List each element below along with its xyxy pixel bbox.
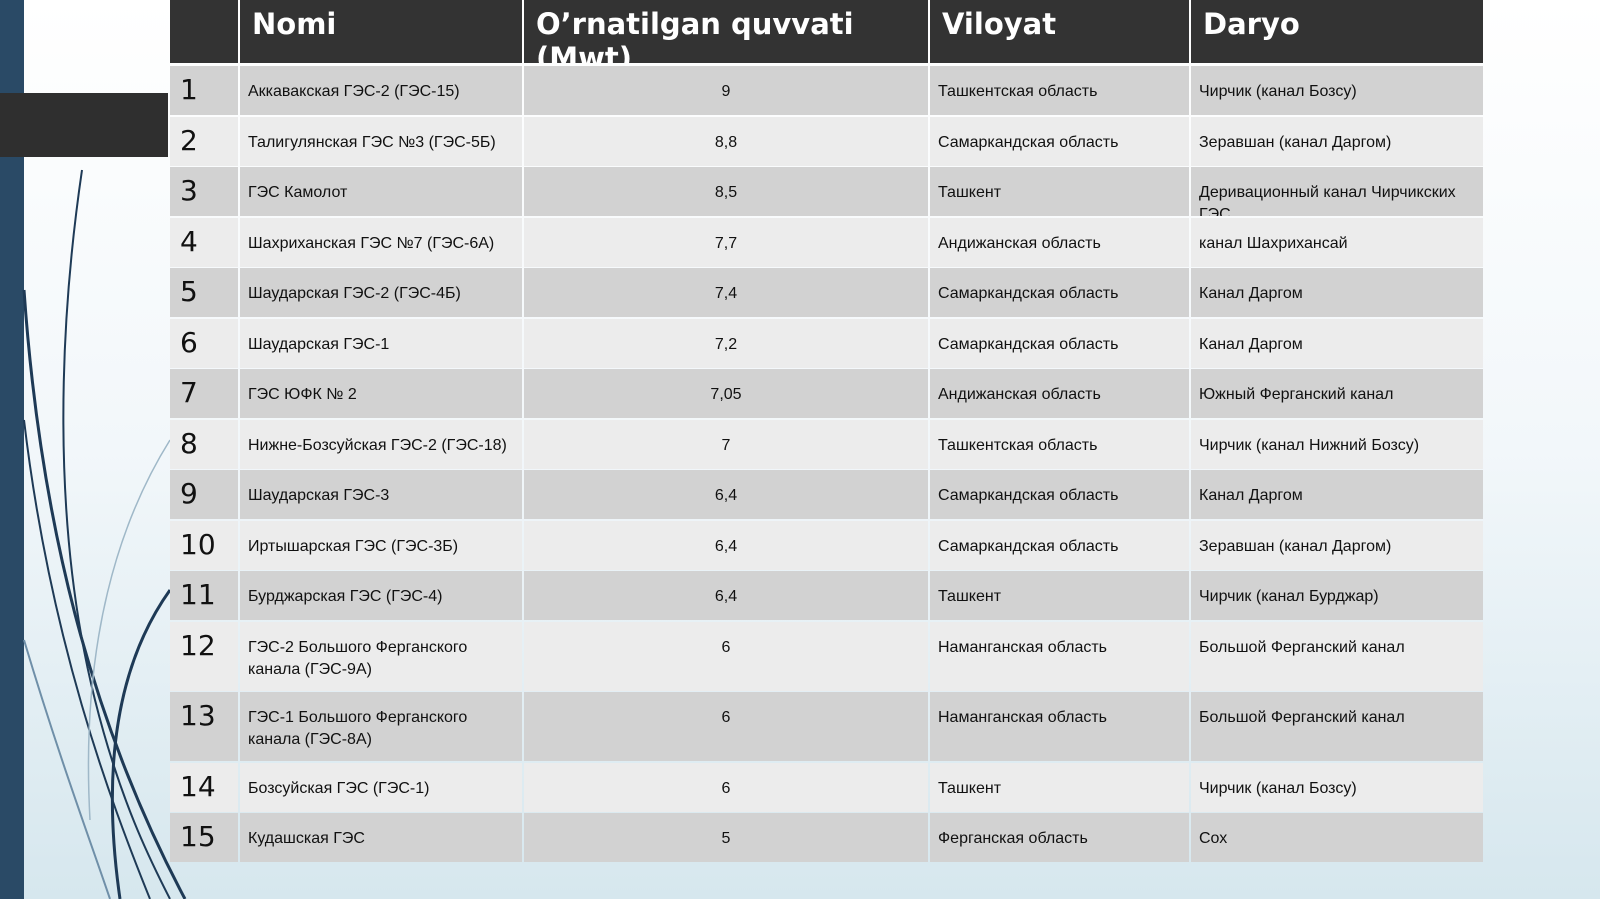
table-cell: 7 — [524, 419, 928, 469]
table-cell: Талигулянская ГЭС №3 (ГЭС-5Б) — [240, 116, 522, 166]
table-cell: 3 — [170, 167, 238, 216]
table-cell: Зеравшан (канал Даргом) — [1191, 520, 1483, 570]
table-cell: Бозсуйская ГЭС (ГЭС-1) — [240, 762, 522, 812]
table-cell: канал Шахрихансай — [1191, 217, 1483, 267]
header-cell: Nomi — [240, 0, 522, 63]
header-cell — [170, 0, 238, 63]
table-cell: Чирчик (канал Бозсу) — [1191, 762, 1483, 812]
table-cell: Андижанская область — [930, 369, 1189, 418]
table-cell: 6,4 — [524, 520, 928, 570]
table-cell: 15 — [170, 813, 238, 862]
accent-block — [0, 93, 168, 157]
table-cell: Шаударская ГЭС-1 — [240, 318, 522, 368]
table-cell: 7 — [170, 369, 238, 418]
table-cell: Ташкент — [930, 571, 1189, 620]
table-cell: 11 — [170, 571, 238, 620]
table-cell: Зеравшан (канал Даргом) — [1191, 116, 1483, 166]
table-cell: Ташкентская область — [930, 419, 1189, 469]
table-cell: 6 — [524, 692, 928, 761]
table-cell: Наманганская область — [930, 692, 1189, 761]
table-cell: Ташкент — [930, 167, 1189, 216]
table-cell: Сох — [1191, 813, 1483, 862]
header-cell: Daryo — [1191, 0, 1483, 63]
header-cell: O’rnatilgan quvvati (Mwt) — [524, 0, 928, 63]
table-cell: Канал Даргом — [1191, 318, 1483, 368]
table-cell: Самаркандская область — [930, 116, 1189, 166]
table-cell: ГЭС-2 Большого Ферганского канала (ГЭС-9… — [240, 621, 522, 691]
table-cell: Ферганская область — [930, 813, 1189, 862]
table-cell: Канал Даргом — [1191, 268, 1483, 317]
table-cell: Большой Ферганский канал — [1191, 621, 1483, 691]
table-cell: 2 — [170, 116, 238, 166]
table-cell: ГЭС Камолот — [240, 167, 522, 216]
table-cell: Южный Ферганский канал — [1191, 369, 1483, 418]
table-cell: 1 — [170, 66, 238, 115]
table-cell: 7,4 — [524, 268, 928, 317]
table-cell: Ташкент — [930, 762, 1189, 812]
table-cell: 6 — [170, 318, 238, 368]
table-cell: 8,5 — [524, 167, 928, 216]
table-cell: Иртышарская ГЭС (ГЭС-3Б) — [240, 520, 522, 570]
table-cell: 8 — [170, 419, 238, 469]
table-cell: Шаударская ГЭС-3 — [240, 470, 522, 519]
table-cell: 8,8 — [524, 116, 928, 166]
table-cell: Нижне-Бозсуйская ГЭС-2 (ГЭС-18) — [240, 419, 522, 469]
table-cell: Деривационный канал Чирчикских ГЭС — [1191, 167, 1483, 216]
table-cell: Аккавакская ГЭС-2 (ГЭС-15) — [240, 66, 522, 115]
table-cell: 7,2 — [524, 318, 928, 368]
table-cell: ГЭС-1 Большого Ферганского канала (ГЭС-8… — [240, 692, 522, 761]
table-cell: Самаркандская область — [930, 470, 1189, 519]
table-cell: Бурджарская ГЭС (ГЭС-4) — [240, 571, 522, 620]
table-cell: Шахриханская ГЭС №7 (ГЭС-6А) — [240, 217, 522, 267]
table-cell: 13 — [170, 692, 238, 761]
table-cell: Кудашская ГЭС — [240, 813, 522, 862]
table-cell: Андижанская область — [930, 217, 1189, 267]
table-cell: Чирчик (канал Бозсу) — [1191, 66, 1483, 115]
table-cell: Шаударская ГЭС-2 (ГЭС-4Б) — [240, 268, 522, 317]
table-cell: 9 — [170, 470, 238, 519]
table-cell: Наманганская область — [930, 621, 1189, 691]
table-cell: 9 — [524, 66, 928, 115]
table-cell: Чирчик (канал Бурджар) — [1191, 571, 1483, 620]
table-cell: Самаркандская область — [930, 318, 1189, 368]
table-cell: 6 — [524, 762, 928, 812]
table-cell: 4 — [170, 217, 238, 267]
table-cell: 7,7 — [524, 217, 928, 267]
table-cell: 5 — [524, 813, 928, 862]
swirl-lines — [22, 169, 187, 899]
table-cell: Самаркандская область — [930, 520, 1189, 570]
table-cell: 10 — [170, 520, 238, 570]
table-cell: Самаркандская область — [930, 268, 1189, 317]
table-cell: 6,4 — [524, 571, 928, 620]
table-cell: Ташкентская область — [930, 66, 1189, 115]
table-cell: Большой Ферганский канал — [1191, 692, 1483, 761]
table-cell: Чирчик (канал Нижний Бозсу) — [1191, 419, 1483, 469]
table-cell: 5 — [170, 268, 238, 317]
table-cell: 14 — [170, 762, 238, 812]
table-cell: ГЭС ЮФК № 2 — [240, 369, 522, 418]
table-cell: 12 — [170, 621, 238, 691]
table-cell: 6,4 — [524, 470, 928, 519]
table-cell: Канал Даргом — [1191, 470, 1483, 519]
table-cell: 7,05 — [524, 369, 928, 418]
header-cell: Viloyat — [930, 0, 1189, 63]
table-cell: 6 — [524, 621, 928, 691]
